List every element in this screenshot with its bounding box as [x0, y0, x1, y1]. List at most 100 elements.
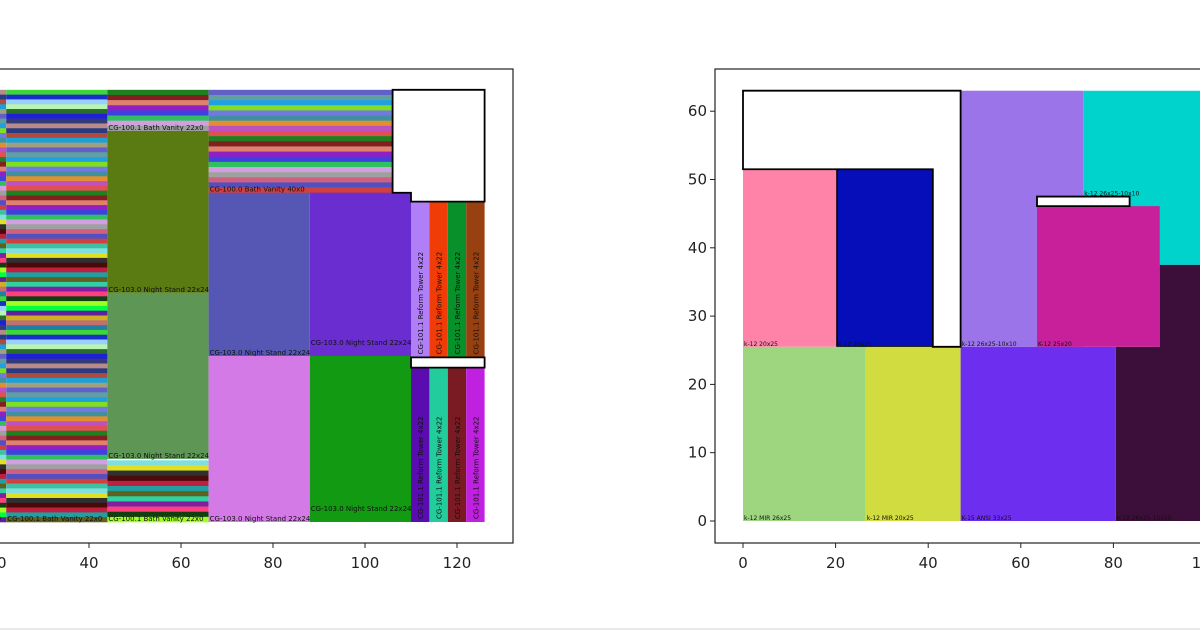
strip-rect	[6, 397, 108, 403]
piece-label: CG-101.1 Reform Tower 4x22	[454, 416, 462, 519]
strip-rect	[6, 344, 108, 350]
strip-rect	[6, 421, 108, 427]
piece-rect	[309, 355, 411, 522]
strip-rect	[6, 483, 108, 489]
strip-rect	[6, 291, 108, 297]
strip-rect	[0, 171, 7, 177]
strip-rect	[6, 248, 108, 254]
strip-rect	[0, 195, 7, 201]
strip-rect	[0, 89, 7, 95]
x-tick-label: 20	[0, 554, 7, 572]
strip-group-label: CG-100.1 Bath Vanity 22x0	[7, 515, 102, 523]
x-tick-label: 60	[171, 554, 190, 572]
strip-rect	[0, 358, 7, 364]
strip-rect	[6, 296, 108, 302]
strip-rect	[0, 214, 7, 220]
piece-label: k-12 26x25-10x10	[1084, 191, 1139, 198]
strip-rect	[6, 454, 108, 460]
strip-rect	[0, 344, 7, 350]
strip-rect	[0, 238, 7, 244]
piece-rect	[865, 346, 961, 521]
piece-label: CG-103.0 Night Stand 22x24	[108, 452, 209, 460]
strip-rect	[6, 176, 108, 182]
strip-rect	[208, 120, 393, 127]
strip-rect	[0, 339, 7, 345]
strip-rect	[0, 373, 7, 379]
strip-rect	[0, 133, 7, 139]
waste-region	[410, 356, 486, 369]
piece-label: CG-101.1 Reform Tower 4x22	[417, 252, 425, 355]
strip-rect	[0, 459, 7, 465]
strip-rect	[0, 185, 7, 191]
strip-rect	[0, 382, 7, 388]
strip-rect	[0, 387, 7, 393]
strip-rect	[6, 512, 108, 518]
strip-rect	[6, 382, 108, 388]
piece-label: CG-101.1 Reform Tower 4x22	[472, 252, 480, 355]
strip-rect	[0, 325, 7, 331]
strip-rect	[0, 113, 7, 119]
strip-rect	[0, 502, 7, 508]
strip-rect	[0, 353, 7, 360]
waste-region	[391, 88, 486, 203]
strip-rect	[107, 460, 209, 466]
strip-rect	[0, 310, 7, 316]
strip-rect	[0, 109, 7, 115]
strip-rect	[6, 301, 108, 307]
x-tick-label: 100	[1192, 554, 1200, 572]
piece-label: CG-101.1 Reform Tower 4x22	[417, 416, 425, 519]
strip-rect	[6, 281, 108, 288]
strip-rect	[0, 181, 7, 187]
strip-rect	[0, 152, 7, 158]
strip-rect	[107, 480, 209, 487]
strip-rect	[0, 517, 7, 523]
strip-rect	[0, 464, 7, 470]
strip-rect	[6, 440, 108, 446]
strip-rect	[0, 94, 7, 100]
strip-rect	[6, 325, 108, 331]
strip-rect	[208, 89, 393, 96]
strip-rect	[6, 94, 108, 100]
x-tick-label: 100	[351, 554, 380, 572]
strip-rect	[0, 329, 7, 336]
strip-rect	[6, 507, 108, 513]
strip-rect	[6, 435, 108, 441]
piece-rect	[208, 192, 310, 356]
strip-rect	[0, 99, 7, 105]
strip-rect	[6, 253, 108, 259]
strip-rect	[107, 125, 209, 132]
strip-rect	[6, 315, 108, 321]
strip-rect	[0, 286, 7, 292]
strip-rect	[6, 272, 108, 278]
strip-rect	[208, 136, 393, 142]
piece-label: CG-103.0 Night Stand 22x24	[311, 339, 412, 347]
piece-rect	[447, 201, 467, 358]
strip-rect	[0, 176, 7, 182]
strip-rect	[0, 315, 7, 321]
right-packing-chart: k-12 26x25-10x10 k-12 26x25-10x10 K-12 25x…	[688, 68, 1200, 572]
x-tick-label: 60	[1011, 554, 1030, 572]
strip-rect	[0, 497, 7, 504]
strip-rect	[6, 320, 108, 326]
strip-rect	[6, 205, 108, 211]
strip-rect	[0, 233, 7, 239]
x-tick-label: 40	[79, 554, 98, 572]
piece-label: k-12 26x25-10x10	[962, 341, 1017, 348]
x-tick-label: 40	[919, 554, 938, 572]
strip-rect	[208, 105, 393, 111]
strip-rect	[0, 392, 7, 398]
strip-rect	[208, 115, 393, 121]
strip-rect	[6, 219, 108, 225]
strip-rect	[6, 353, 108, 360]
strip-rect	[107, 501, 209, 507]
y-tick-label: 40	[688, 239, 707, 257]
strip-rect	[6, 305, 108, 312]
y-tick-label: 50	[688, 171, 707, 189]
strip-rect	[107, 465, 209, 471]
strip-rect	[6, 502, 108, 508]
piece-rect	[411, 201, 430, 358]
strip-rect	[6, 488, 108, 494]
strip-rect	[0, 320, 7, 326]
strip-rect	[208, 151, 393, 158]
piece-rect	[836, 168, 934, 348]
